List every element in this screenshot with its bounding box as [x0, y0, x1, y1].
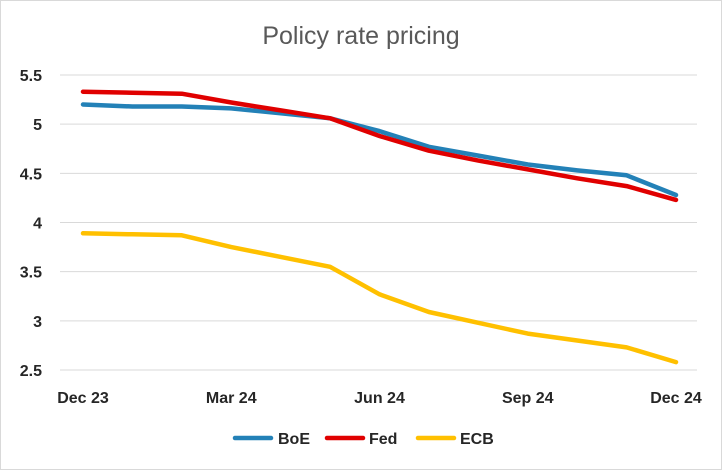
y-tick-label: 3.5 [20, 265, 42, 282]
x-tick-label: Sep 24 [502, 390, 554, 407]
x-axis-ticks: Dec 23 Mar 24 Jun 24 Sep 24 Dec 24 [57, 390, 702, 407]
y-tick-label: 5 [33, 117, 42, 134]
y-tick-label: 4.5 [20, 166, 42, 183]
legend-label: BoE [278, 431, 310, 448]
legend-label: Fed [369, 431, 397, 448]
x-tick-label: Jun 24 [354, 390, 405, 407]
gridlines [60, 74, 697, 371]
y-tick-label: 3 [33, 314, 42, 331]
series-line-ecb [80, 231, 679, 365]
y-tick-label: 2.5 [20, 363, 42, 380]
series-line-fed [80, 89, 679, 203]
y-axis-ticks: 2.5 3 3.5 4 4.5 5 5.5 [20, 68, 42, 380]
x-tick-label: Dec 24 [650, 390, 702, 407]
legend-item-ecb: ECB [415, 431, 494, 448]
legend-item-fed: Fed [324, 431, 397, 448]
legend-label: ECB [460, 431, 494, 448]
legend: BoE Fed ECB [232, 431, 494, 448]
series-lines [80, 89, 679, 365]
series-line-boe [80, 102, 679, 198]
chart-title: Policy rate pricing [262, 22, 459, 50]
y-tick-label: 4 [33, 216, 42, 233]
x-tick-label: Dec 23 [57, 390, 109, 407]
y-tick-label: 5.5 [20, 68, 42, 85]
legend-item-boe: BoE [232, 431, 310, 448]
x-tick-label: Mar 24 [206, 390, 257, 407]
